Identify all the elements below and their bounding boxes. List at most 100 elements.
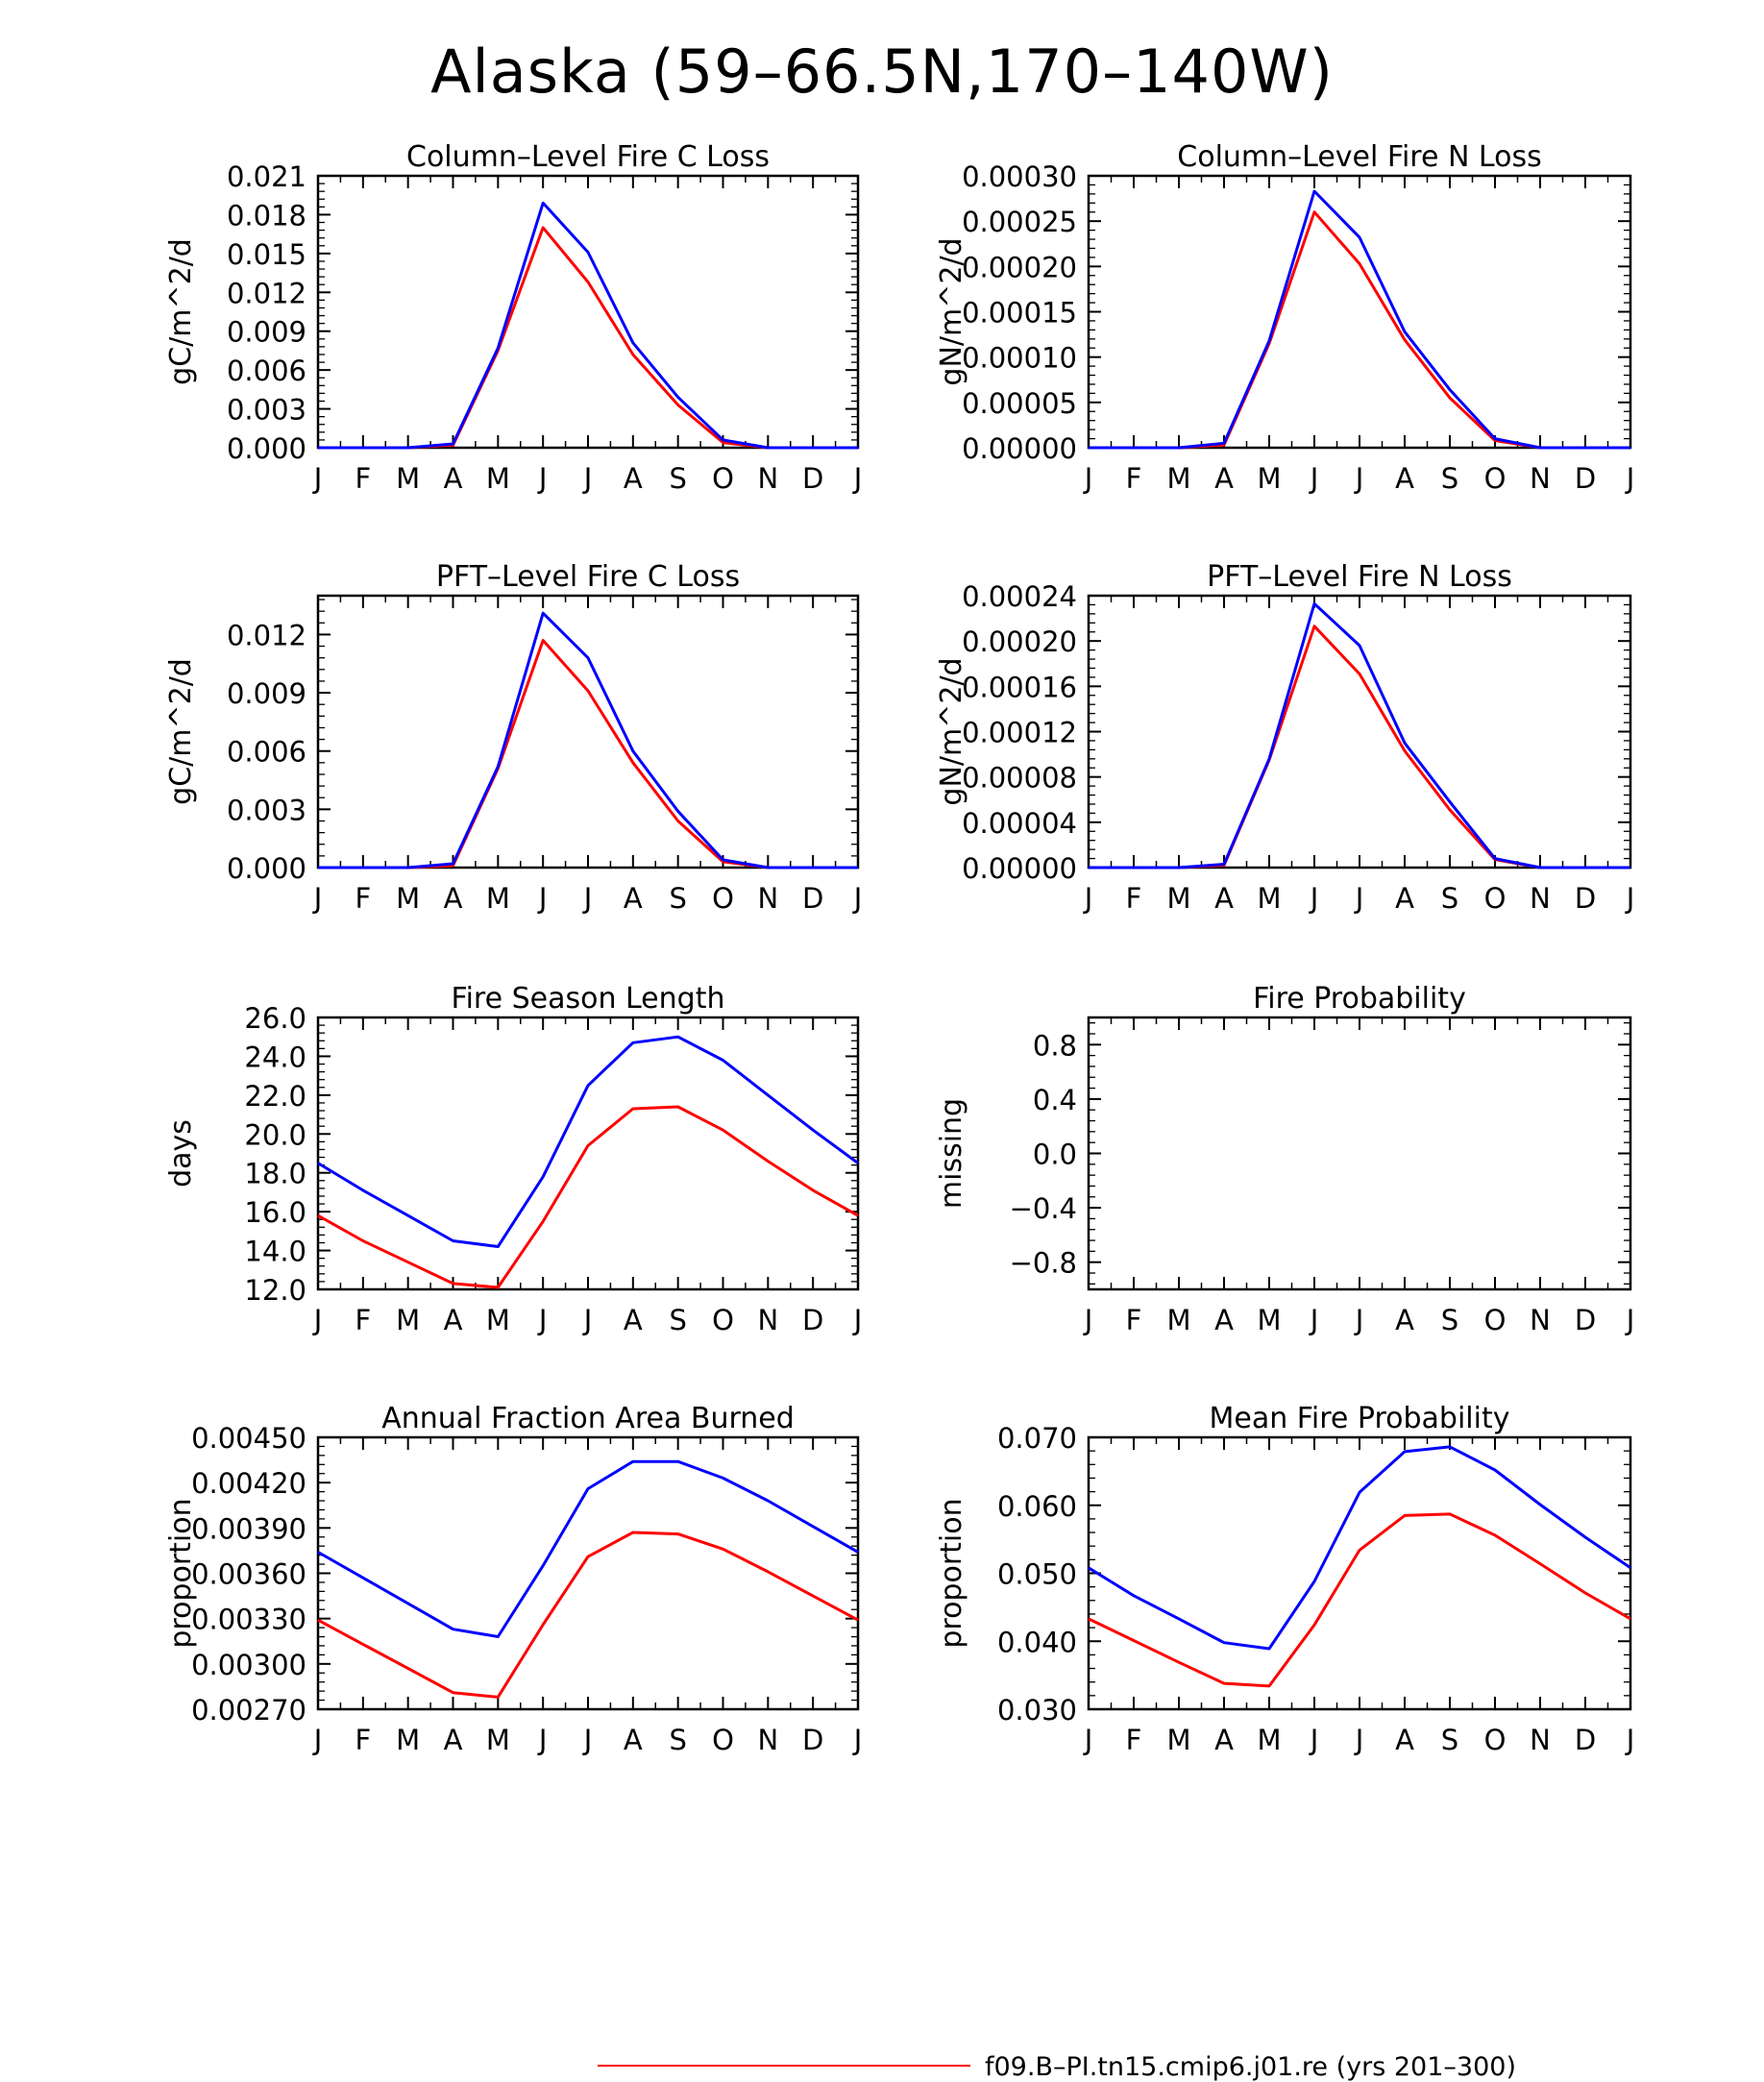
x-tick-label: J [312, 882, 323, 915]
x-tick-label: J [582, 1304, 593, 1336]
x-tick-label: J [1625, 462, 1635, 495]
x-tick-label: A [1395, 1724, 1414, 1756]
x-tick-label: M [1257, 1724, 1281, 1756]
x-tick-label: O [1484, 462, 1507, 495]
x-tick-label: J [537, 882, 548, 915]
y-tick-label: 24.0 [244, 1041, 306, 1073]
x-tick-label: A [1395, 462, 1414, 495]
y-tick-label: 0.009 [227, 316, 306, 349]
y-tick-label: 0.012 [227, 619, 306, 651]
series-line-blue [1089, 189, 1630, 450]
x-tick-label: N [757, 1724, 778, 1756]
x-tick-label: J [852, 462, 863, 495]
y-tick-label: 0.0 [1033, 1139, 1077, 1171]
x-tick-label: A [444, 462, 463, 495]
chart-title: PFT–Level Fire N Loss [1207, 560, 1512, 594]
y-tick-label: 20.0 [244, 1118, 306, 1151]
x-tick-label: N [1530, 1304, 1551, 1336]
chart-title: Annual Fraction Area Burned [381, 1402, 795, 1435]
y-tick-label: 0.00015 [962, 297, 1077, 330]
x-tick-label: M [1257, 462, 1281, 495]
y-axis-label: gN/m^2/d [935, 237, 968, 385]
x-tick-label: D [802, 462, 823, 495]
series-line-red [1088, 1512, 1631, 1688]
x-tick-label: M [1166, 462, 1190, 495]
y-tick-label: 0.00020 [962, 625, 1077, 658]
x-tick-label: J [1309, 1304, 1319, 1336]
x-tick-label: J [1354, 1724, 1364, 1756]
y-axis-label: missing [935, 1098, 968, 1209]
chart-title: PFT–Level Fire C Loss [436, 560, 740, 594]
x-tick-label: N [1530, 462, 1551, 495]
x-tick-label: S [1441, 1724, 1458, 1756]
series-line-blue [1089, 601, 1630, 870]
x-tick-label: D [802, 882, 823, 915]
x-tick-label: D [1575, 882, 1596, 915]
x-tick-label: A [1395, 1304, 1414, 1336]
series-line-blue [318, 611, 858, 870]
x-tick-label: M [486, 1304, 510, 1336]
plot-frame [316, 174, 860, 450]
x-tick-label: J [582, 882, 593, 915]
series-line-red [317, 1531, 859, 1699]
series-line-red [1089, 210, 1630, 450]
x-tick-label: J [1309, 882, 1319, 915]
x-tick-label: M [486, 462, 510, 495]
y-tick-label: 0.00025 [962, 206, 1077, 238]
x-tick-label: O [1484, 882, 1507, 915]
plot-frame [1087, 594, 1632, 870]
x-tick-label: A [1395, 882, 1414, 915]
x-tick-label: J [1625, 1724, 1635, 1756]
series-line-red [317, 1105, 859, 1289]
series-line-red [318, 639, 858, 870]
x-tick-label: A [624, 1724, 643, 1756]
y-tick-label: 0.030 [997, 1694, 1077, 1727]
x-tick-label: O [1484, 1724, 1507, 1756]
y-tick-label: 0.00000 [962, 852, 1077, 885]
y-tick-label: 0.000 [227, 432, 306, 465]
x-tick-label: N [757, 462, 778, 495]
legend-label: f09.B–PI.tn15.cmip6.j01.re (yrs 201–300) [985, 2052, 1516, 2082]
y-axis-label: gN/m^2/d [935, 657, 968, 805]
y-tick-label: 0.006 [227, 736, 306, 769]
x-tick-label: J [852, 882, 863, 915]
x-tick-label: S [669, 462, 686, 495]
x-tick-label: S [1441, 882, 1458, 915]
chart-title: Column–Level Fire N Loss [1177, 140, 1541, 174]
y-tick-label: 0.00420 [191, 1467, 306, 1500]
x-tick-label: S [669, 1304, 686, 1336]
x-tick-label: F [1126, 1304, 1142, 1336]
x-tick-label: A [1214, 882, 1234, 915]
y-axis-label: proportion [164, 1498, 198, 1648]
y-tick-label: −0.8 [1010, 1247, 1077, 1280]
y-tick-label: 0.00030 [962, 160, 1077, 193]
y-tick-label: 0.00390 [191, 1512, 306, 1545]
x-tick-label: A [1214, 1304, 1234, 1336]
y-tick-label: 0.00450 [191, 1422, 306, 1455]
x-tick-label: J [1083, 462, 1093, 495]
x-tick-label: A [444, 882, 463, 915]
chart-title: Mean Fire Probability [1210, 1402, 1510, 1435]
x-tick-label: F [355, 1304, 371, 1336]
x-tick-label: J [582, 462, 593, 495]
x-tick-label: J [1625, 882, 1635, 915]
y-tick-label: 26.0 [244, 1002, 306, 1035]
y-tick-label: 0.00016 [962, 671, 1077, 703]
y-tick-label: 0.00005 [962, 387, 1077, 420]
x-tick-label: O [712, 462, 734, 495]
y-tick-label: 12.0 [244, 1274, 306, 1307]
y-axis-label: gC/m^2/d [164, 238, 198, 385]
x-tick-label: M [1166, 882, 1190, 915]
series-line-blue [317, 1459, 859, 1638]
y-tick-label: 0.4 [1033, 1084, 1077, 1116]
series-line-blue [317, 1035, 859, 1248]
x-tick-label: N [757, 1304, 778, 1336]
plot-frame [1087, 1016, 1632, 1291]
x-tick-label: J [312, 462, 323, 495]
x-tick-label: J [1625, 1304, 1635, 1336]
